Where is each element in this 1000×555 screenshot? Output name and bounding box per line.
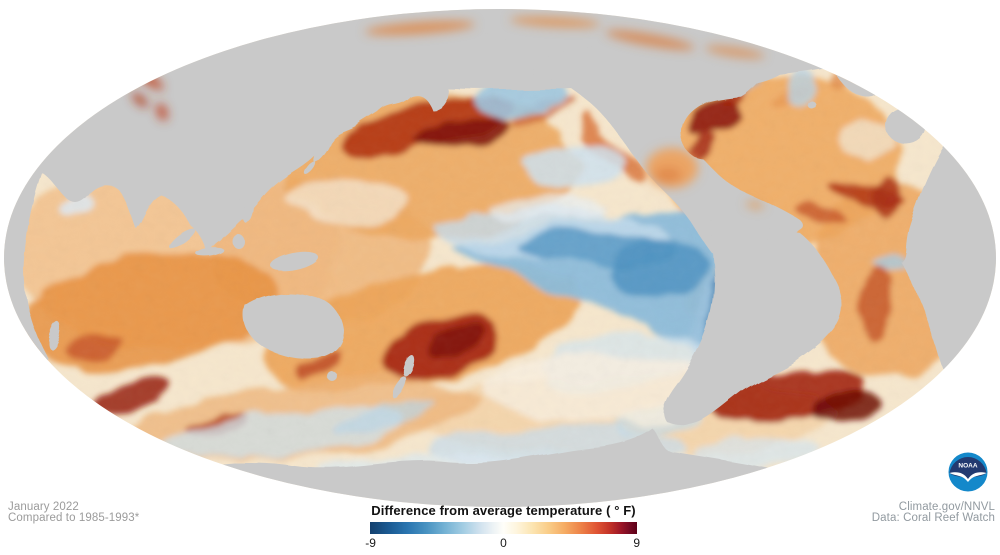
baseline-line: Compared to 1985-1993* [8,511,140,524]
land-falklands [694,410,702,418]
credits-source: Climate.gov/NNVL [898,501,995,513]
noaa-logo-text: NOAA [958,463,977,470]
noaa-logo: NOAA [948,452,988,492]
date-line: January 2022 [8,501,79,513]
land-south-america [663,222,843,425]
tick-min: -9 [365,536,376,550]
land-europe-edge [885,107,925,143]
land-maritime-continent [168,189,319,272]
date-annotation: January 2022 Compared to 1985-1993* [8,502,139,523]
land-new-zealand [391,355,415,398]
colorbar-gradient [370,522,637,534]
overland-water-features [131,16,765,209]
credits: Climate.gov/NNVL Data: Coral Reef Watch [872,502,995,523]
land-antarctica [80,428,920,507]
land-madagascar [47,321,61,349]
legend-title: Difference from average temperature ( ° … [371,503,636,518]
tick-mid: 0 [500,536,507,550]
land-baffin [733,56,791,84]
credits-data: Data: Coral Reef Watch [871,511,995,524]
noaa-logo-seagull [949,472,987,482]
tick-max: 9 [633,536,641,550]
land-iceland [808,101,816,109]
land-japan [304,108,359,175]
land-caribbean [733,230,782,246]
land-australia [243,293,344,359]
land-tasmania [328,372,338,382]
legend-ticks: -9 0 9 [365,536,641,550]
